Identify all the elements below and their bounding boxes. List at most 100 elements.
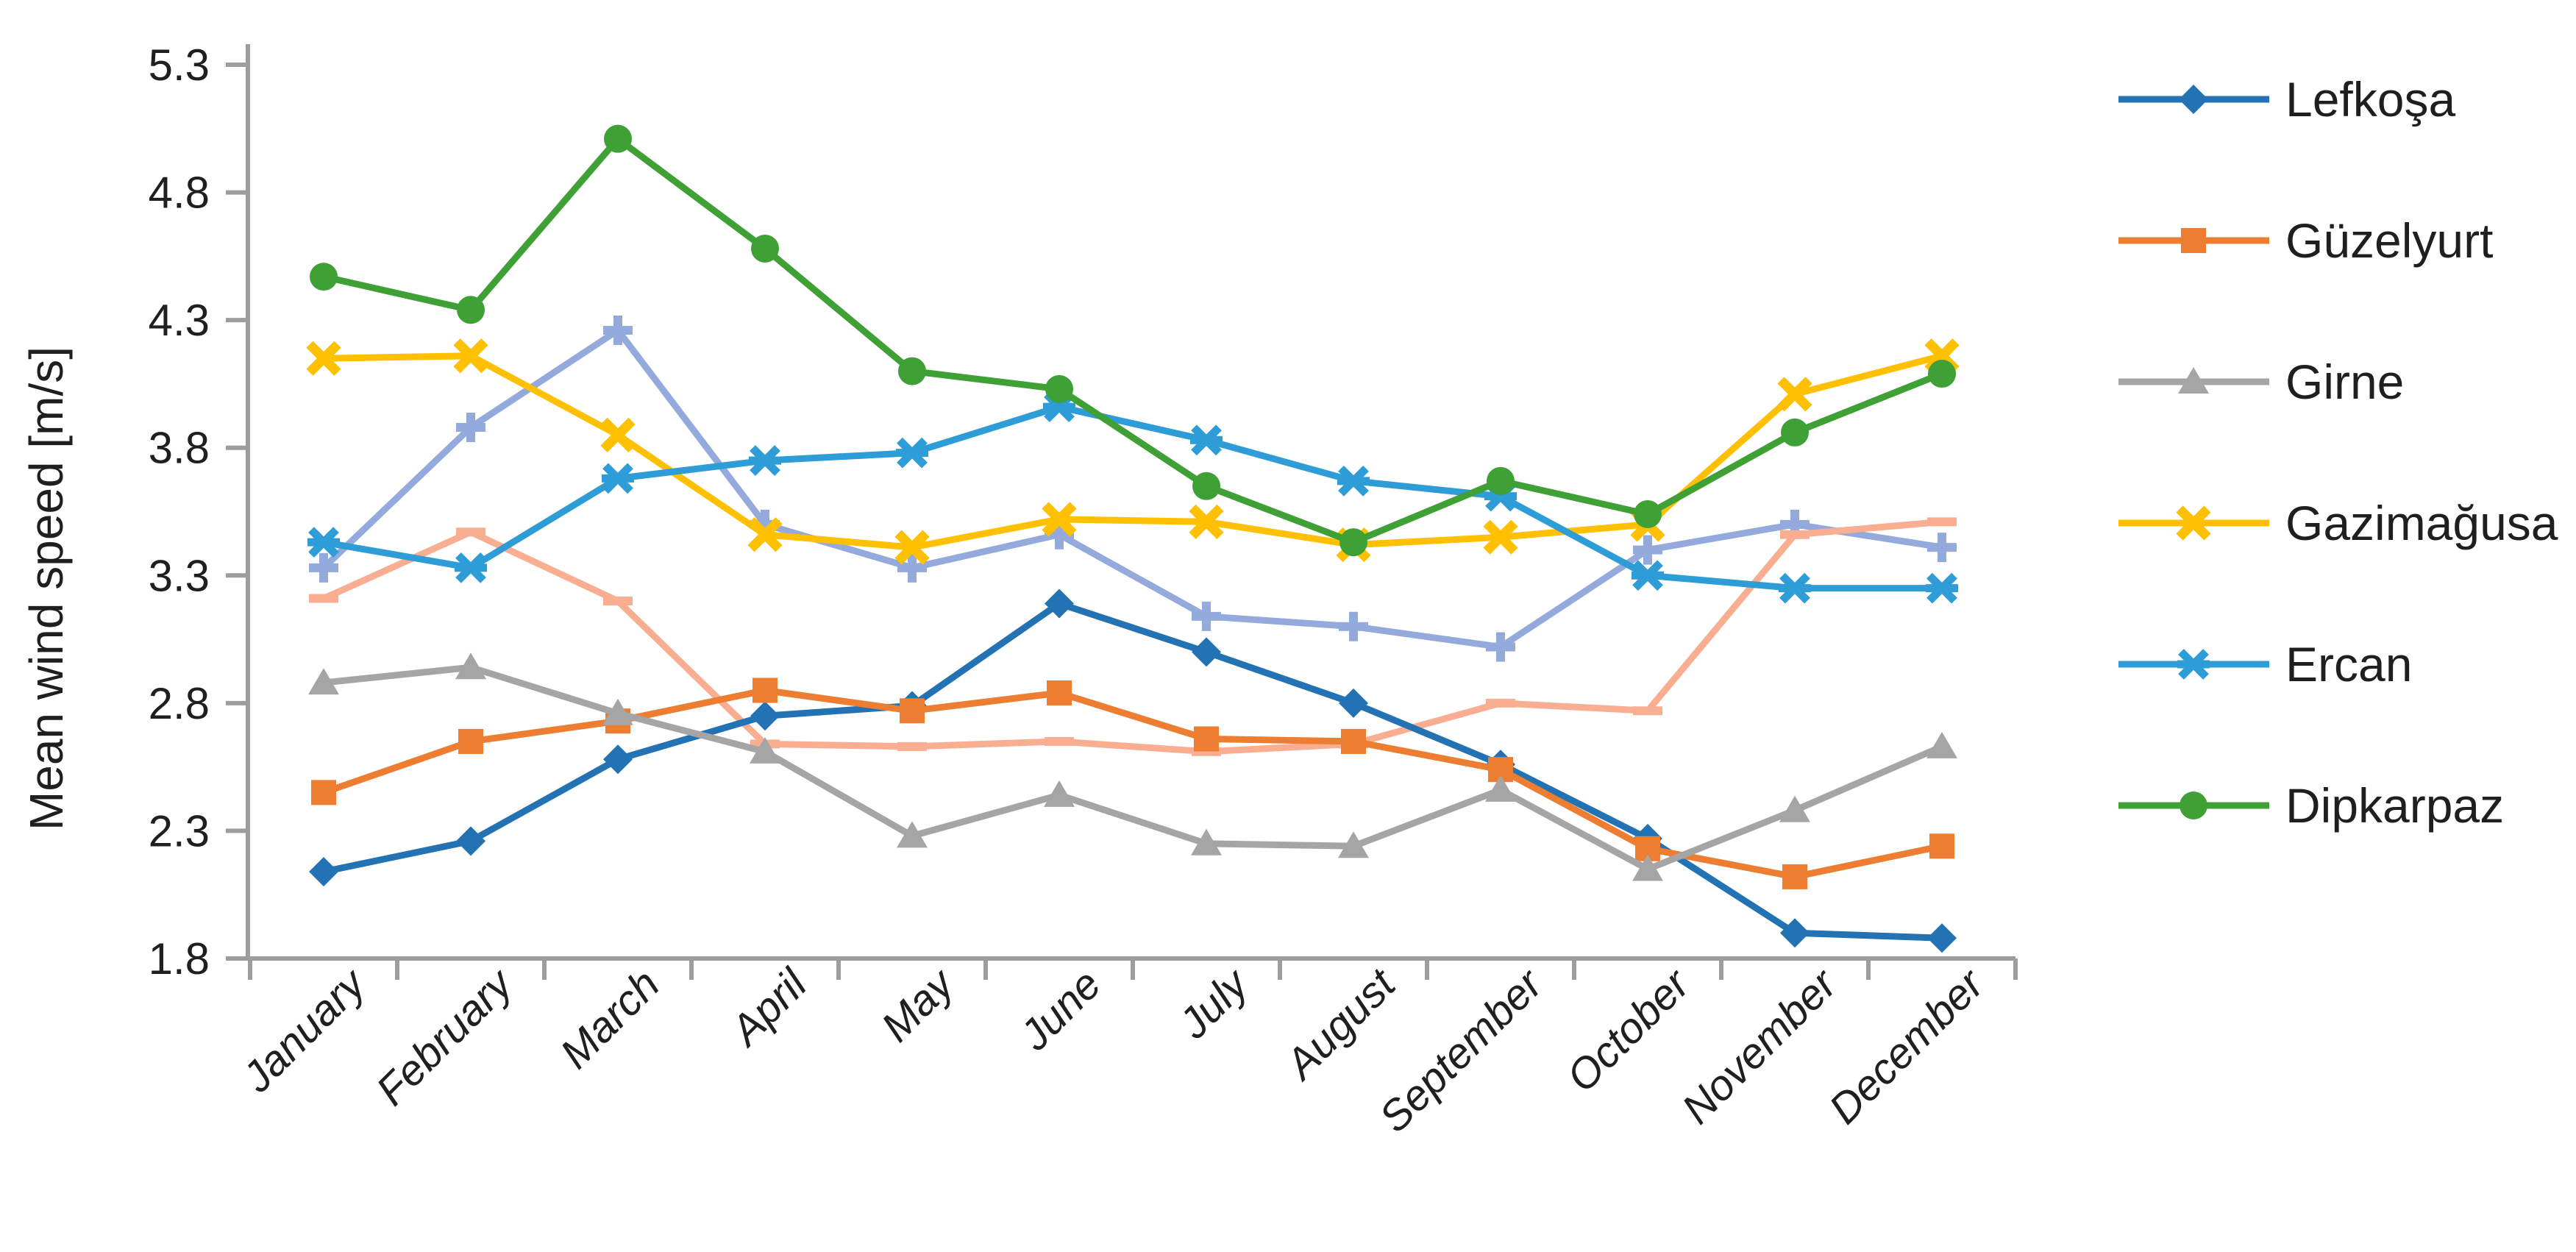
x-tick-label: June bbox=[1011, 960, 1111, 1060]
x-tick-label: May bbox=[872, 958, 965, 1051]
series-dipkarpaz-marker-circle bbox=[1192, 472, 1220, 500]
legend-dipkarpaz-marker-circle bbox=[2180, 792, 2207, 819]
series-guzelyurt-marker-square bbox=[458, 728, 483, 754]
series-unlabeled-2-marker-dash bbox=[897, 741, 927, 751]
legend-guzelyurt-marker-square bbox=[2181, 228, 2206, 253]
x-tick-label: January bbox=[233, 958, 377, 1102]
series-unlabeled-2-marker-dash bbox=[1780, 530, 1810, 539]
series-unlabeled-1-marker-plus bbox=[1339, 611, 1368, 641]
series-girne-marker-triangle bbox=[1926, 731, 1957, 758]
series-guzelyurt-marker-square bbox=[311, 780, 336, 805]
series-lefkosa-marker-diamond bbox=[1780, 918, 1810, 948]
series-lefkosa-marker-diamond bbox=[309, 856, 338, 886]
series-guzelyurt-marker-square bbox=[1782, 864, 1807, 889]
y-tick-label: 3.3 bbox=[149, 551, 210, 600]
series-guzelyurt-marker-square bbox=[1194, 726, 1219, 752]
series-guzelyurt-marker-square bbox=[1929, 833, 1954, 859]
series-unlabeled-2-marker-dash bbox=[1045, 736, 1074, 746]
series-dipkarpaz-marker-circle bbox=[1339, 528, 1367, 557]
x-tick-label: October bbox=[1557, 958, 1700, 1101]
legend-label-lefkosa: Lefkoşa bbox=[2285, 72, 2455, 127]
series-gazimagusa-marker-x bbox=[1042, 502, 1077, 537]
series-unlabeled-1-marker-plus bbox=[1192, 601, 1221, 631]
x-tick-label: September bbox=[1370, 958, 1553, 1141]
series-girne-marker-triangle bbox=[750, 736, 780, 764]
legend-label-ercan: Ercan bbox=[2285, 637, 2412, 691]
series-girne-marker-triangle bbox=[308, 668, 339, 695]
series-dipkarpaz-marker-circle bbox=[457, 296, 485, 324]
x-tick-label: March bbox=[551, 960, 669, 1078]
series-dipkarpaz-marker-circle bbox=[604, 124, 632, 153]
series-girne-line bbox=[320, 664, 1946, 872]
series-guzelyurt-line bbox=[320, 687, 1946, 881]
series-ercan-marker-asterisk bbox=[1337, 465, 1370, 497]
series-gazimagusa-line bbox=[320, 352, 1946, 551]
y-axis-title: Mean wind speed [m/s] bbox=[20, 346, 73, 831]
series-dipkarpaz-marker-circle bbox=[898, 357, 926, 385]
series-lefkosa-marker-diamond bbox=[456, 826, 485, 856]
y-tick-label: 3.8 bbox=[149, 424, 210, 473]
x-tick-label: February bbox=[367, 958, 523, 1114]
series-gazimagusa-marker-x bbox=[894, 530, 930, 565]
x-tick-label: December bbox=[1820, 958, 1994, 1133]
series-dipkarpaz-marker-circle bbox=[1634, 499, 1662, 528]
series-guzelyurt-marker-square bbox=[1047, 680, 1072, 705]
series-girne-marker-triangle bbox=[1191, 828, 1222, 856]
series-unlabeled-1-marker-plus bbox=[1633, 535, 1662, 565]
y-tick-label: 2.8 bbox=[149, 679, 210, 728]
x-tick-label: November bbox=[1673, 958, 1847, 1133]
series-ercan-marker-asterisk bbox=[1190, 424, 1223, 456]
series-unlabeled-2-marker-dash bbox=[1192, 747, 1221, 756]
series-unlabeled-1-marker-plus bbox=[1486, 632, 1515, 662]
series-unlabeled-1-marker-plus bbox=[309, 552, 338, 583]
y-tick-label: 4.3 bbox=[149, 296, 210, 345]
series-ercan-marker-asterisk bbox=[1779, 572, 1811, 604]
series-guzelyurt-marker-square bbox=[900, 698, 925, 724]
x-tick-label: July bbox=[1170, 958, 1259, 1048]
legend-gazimagusa-marker-x bbox=[2176, 505, 2211, 541]
series-girne-marker-triangle bbox=[1338, 831, 1369, 858]
series-ercan-marker-asterisk bbox=[749, 445, 781, 476]
series-lefkosa-marker-diamond bbox=[1045, 588, 1074, 619]
y-tick-label: 1.8 bbox=[149, 934, 210, 984]
series-gazimagusa-marker-x bbox=[1189, 504, 1224, 539]
series-gazimagusa-marker-x bbox=[306, 341, 341, 376]
series-unlabeled-1-line bbox=[320, 327, 1946, 650]
series-ercan-marker-asterisk bbox=[896, 437, 928, 469]
legend-label-girne: Girne bbox=[2285, 355, 2404, 409]
x-tick-label: August bbox=[1275, 958, 1406, 1089]
series-lefkosa-marker-diamond bbox=[1192, 637, 1221, 667]
series-ercan-marker-asterisk bbox=[455, 552, 487, 583]
series-unlabeled-1-marker-plus bbox=[897, 552, 927, 583]
series-girne-marker-triangle bbox=[1485, 775, 1516, 802]
legend-label-dipkarpaz: Dipkarpaz bbox=[2285, 778, 2504, 833]
series-dipkarpaz-marker-circle bbox=[1045, 374, 1073, 403]
series-unlabeled-2-marker-dash bbox=[1633, 706, 1662, 716]
series-dipkarpaz-marker-circle bbox=[1928, 360, 1956, 388]
series-lefkosa-marker-diamond bbox=[1927, 923, 1957, 953]
x-tick-label: April bbox=[720, 959, 817, 1056]
legend-label-gazimagusa: Gazimağusa bbox=[2285, 496, 2558, 550]
series-girne-marker-triangle bbox=[1779, 795, 1810, 822]
series-unlabeled-2-marker-dash bbox=[1927, 517, 1957, 527]
series-gazimagusa-marker-x bbox=[747, 517, 783, 552]
y-tick-label: 4.8 bbox=[149, 168, 210, 218]
series-girne-marker-triangle bbox=[1632, 854, 1663, 881]
legend-lefkosa-marker-diamond bbox=[2179, 85, 2208, 114]
series-dipkarpaz-marker-circle bbox=[310, 263, 338, 291]
series-gazimagusa-marker-x bbox=[600, 417, 636, 452]
series-ercan-marker-asterisk bbox=[602, 463, 634, 494]
series-ercan-marker-asterisk bbox=[1632, 560, 1664, 591]
series-ercan-line bbox=[320, 403, 1946, 592]
series-unlabeled-2-line bbox=[320, 518, 1946, 755]
series-dipkarpaz-marker-circle bbox=[1781, 418, 1809, 447]
series-dipkarpaz-marker-circle bbox=[1487, 466, 1515, 495]
series-girne-marker-triangle bbox=[897, 821, 928, 848]
series-guzelyurt-marker-square bbox=[752, 677, 778, 703]
series-girne-marker-triangle bbox=[455, 652, 486, 680]
series-girne-marker-triangle bbox=[602, 698, 633, 725]
legend-ercan-marker-asterisk bbox=[2177, 649, 2210, 680]
series-lefkosa-marker-diamond bbox=[750, 701, 780, 731]
